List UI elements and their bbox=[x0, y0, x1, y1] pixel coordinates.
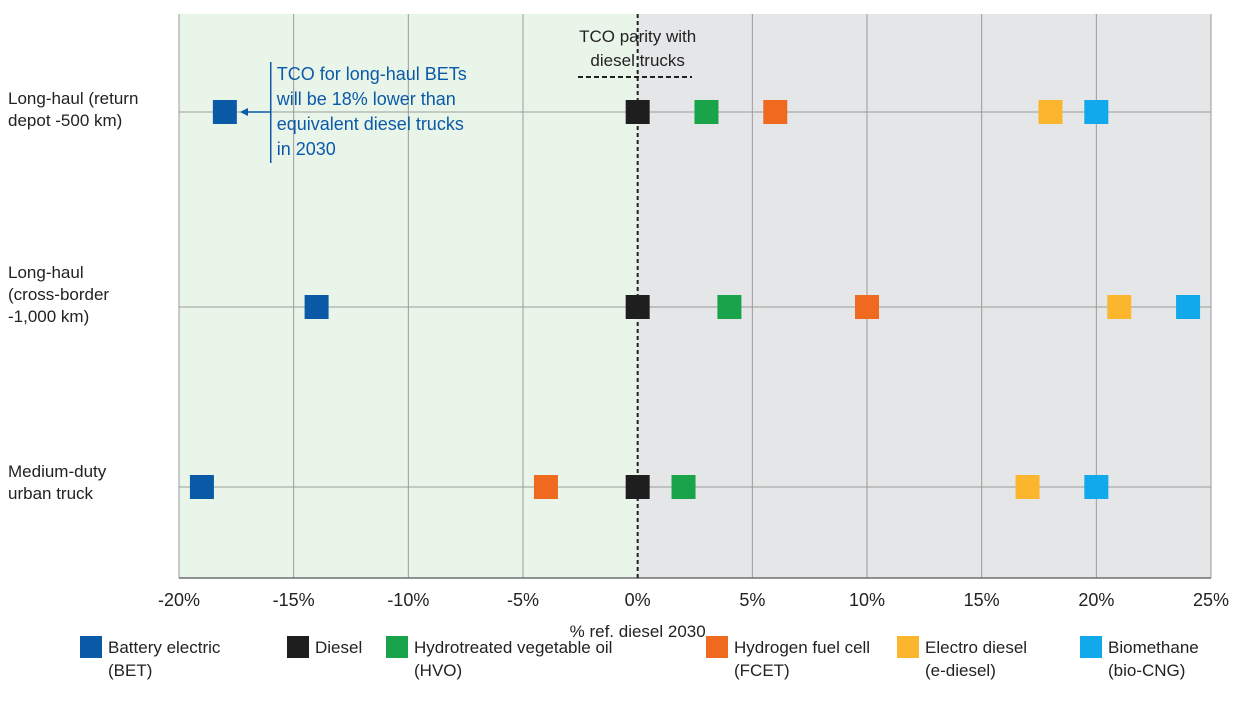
legend-label: Electro diesel (e-diesel) bbox=[925, 638, 1028, 680]
legend-swatch bbox=[80, 636, 102, 658]
x-tick-label: 15% bbox=[964, 590, 1000, 610]
x-tick-label: -5% bbox=[507, 590, 539, 610]
legend-swatch bbox=[386, 636, 408, 658]
legend-label: Biomethane (bio-CNG) bbox=[1108, 638, 1199, 680]
legend-swatch bbox=[287, 636, 309, 658]
x-tick-label: -20% bbox=[158, 590, 200, 610]
x-tick-label: 5% bbox=[739, 590, 765, 610]
category-label-line: depot -500 km) bbox=[8, 111, 123, 130]
legend-item: Biomethane (bio-CNG) bbox=[1080, 636, 1199, 682]
legend-label: Hydrogen fuel cell (FCET) bbox=[734, 638, 871, 680]
category-label: Long-haul (return depot -500 km) bbox=[8, 88, 178, 132]
category-label-line: -1,000 km) bbox=[8, 307, 90, 326]
x-axis-label: % ref. diesel 2030 bbox=[570, 622, 706, 641]
parity-annotation: diesel trucks bbox=[590, 51, 684, 70]
legend-swatch bbox=[1080, 636, 1102, 658]
legend-item: Battery electric (BET) bbox=[80, 636, 220, 682]
bet-annotation-text: TCO for long-haul BETs bbox=[277, 64, 467, 84]
data-marker bbox=[533, 475, 558, 499]
legend-label: Battery electric (BET) bbox=[108, 638, 221, 680]
x-tick-label: -15% bbox=[273, 590, 315, 610]
legend-item: Hydrotreated vegetable oil (HVO) bbox=[386, 636, 612, 682]
data-marker bbox=[1084, 100, 1109, 124]
x-tick-label: -10% bbox=[387, 590, 429, 610]
bet-annotation-arrowhead bbox=[240, 108, 248, 116]
legend-label: Diesel bbox=[315, 638, 363, 657]
bet-annotation-text: in 2030 bbox=[277, 139, 336, 159]
category-label-line: urban truck bbox=[8, 484, 94, 503]
data-marker bbox=[1015, 475, 1040, 499]
data-marker bbox=[189, 475, 214, 499]
data-marker bbox=[694, 100, 719, 124]
x-tick-label: 10% bbox=[849, 590, 885, 610]
x-tick-label: 25% bbox=[1193, 590, 1229, 610]
data-marker bbox=[855, 295, 879, 319]
data-marker bbox=[1107, 295, 1132, 319]
category-label-line: Medium-duty bbox=[8, 462, 107, 481]
legend-swatch bbox=[706, 636, 728, 658]
data-marker bbox=[304, 295, 329, 319]
category-label-line: Long-haul bbox=[8, 263, 84, 282]
x-tick-label: 20% bbox=[1078, 590, 1114, 610]
data-marker bbox=[763, 100, 788, 124]
data-marker bbox=[625, 295, 650, 319]
category-label-line: (cross-border bbox=[8, 285, 110, 304]
category-label: Long-haul (cross-border -1,000 km) bbox=[8, 262, 178, 328]
bet-annotation-text: will be 18% lower than bbox=[276, 89, 456, 109]
legend-item: Electro diesel (e-diesel) bbox=[897, 636, 1027, 682]
category-label: Medium-duty urban truck bbox=[8, 461, 178, 505]
data-marker bbox=[1038, 100, 1063, 124]
data-marker bbox=[1084, 475, 1109, 499]
x-tick-label: 0% bbox=[625, 590, 651, 610]
bet-annotation-text: equivalent diesel trucks bbox=[277, 114, 464, 134]
legend: Battery electric (BET) Diesel Hydrotreated … bbox=[80, 636, 1220, 696]
data-marker bbox=[717, 295, 742, 319]
data-marker bbox=[212, 100, 237, 124]
legend-label: Hydrotreated vegetable oil (HVO) bbox=[414, 638, 613, 680]
legend-item: Hydrogen fuel cell (FCET) bbox=[706, 636, 870, 682]
data-marker bbox=[671, 475, 696, 499]
data-marker bbox=[625, 100, 650, 124]
data-marker bbox=[1176, 295, 1201, 319]
legend-swatch bbox=[897, 636, 919, 658]
parity-annotation: TCO parity with bbox=[579, 27, 696, 46]
legend-item: Diesel bbox=[287, 636, 362, 659]
data-marker bbox=[625, 475, 650, 499]
category-label-line: Long-haul (return bbox=[8, 89, 139, 108]
